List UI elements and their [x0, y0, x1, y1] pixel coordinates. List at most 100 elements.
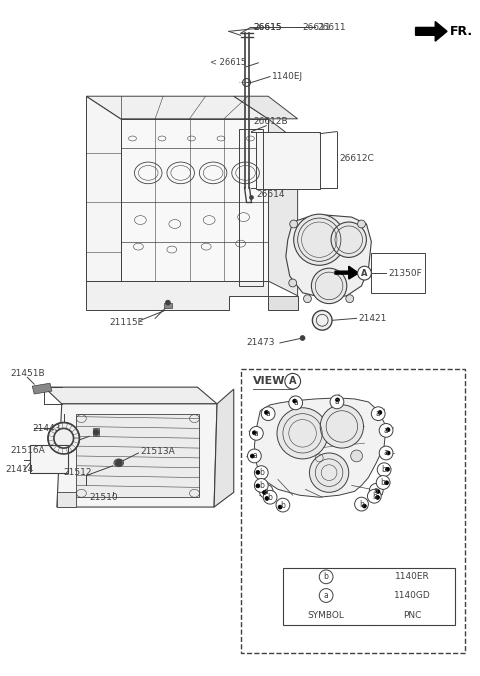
Polygon shape — [416, 22, 447, 41]
Text: a: a — [264, 487, 268, 496]
Circle shape — [248, 449, 261, 463]
Bar — [283, 568, 455, 625]
Circle shape — [330, 395, 344, 409]
Text: 21421: 21421 — [359, 314, 387, 323]
Ellipse shape — [114, 459, 124, 466]
Polygon shape — [32, 383, 52, 394]
Circle shape — [289, 396, 302, 410]
Text: A: A — [361, 268, 368, 278]
Circle shape — [264, 410, 268, 414]
Polygon shape — [268, 295, 298, 310]
Circle shape — [331, 222, 366, 258]
Circle shape — [377, 463, 391, 477]
Text: A: A — [289, 377, 297, 386]
Text: 1140ER: 1140ER — [395, 573, 430, 581]
Circle shape — [252, 431, 256, 435]
Circle shape — [254, 466, 268, 479]
Polygon shape — [57, 404, 217, 507]
Circle shape — [358, 220, 365, 228]
Circle shape — [355, 498, 368, 511]
Text: b: b — [268, 493, 273, 502]
Polygon shape — [76, 414, 199, 498]
Circle shape — [289, 279, 297, 287]
Bar — [240, 370, 465, 652]
Circle shape — [263, 491, 266, 494]
Text: a: a — [293, 398, 298, 408]
Circle shape — [115, 460, 122, 466]
Bar — [93, 429, 99, 436]
Circle shape — [386, 428, 390, 432]
Polygon shape — [335, 266, 359, 279]
Text: PNC: PNC — [403, 610, 422, 620]
Bar — [30, 445, 68, 473]
Circle shape — [276, 498, 290, 512]
Circle shape — [254, 479, 268, 492]
Bar — [164, 303, 172, 308]
Circle shape — [336, 398, 339, 402]
Text: 26614: 26614 — [256, 190, 285, 199]
Circle shape — [278, 505, 282, 509]
Circle shape — [261, 407, 275, 420]
Circle shape — [378, 410, 382, 414]
Circle shape — [251, 454, 254, 458]
Circle shape — [384, 481, 388, 485]
Text: 26615: 26615 — [253, 23, 282, 32]
Text: 21510: 21510 — [89, 493, 118, 502]
Text: b: b — [280, 501, 285, 510]
Polygon shape — [86, 281, 268, 310]
Text: a: a — [384, 448, 388, 458]
Polygon shape — [254, 398, 386, 498]
Circle shape — [320, 405, 363, 448]
Circle shape — [346, 295, 354, 303]
Circle shape — [293, 399, 297, 403]
Polygon shape — [44, 387, 217, 404]
Text: a: a — [254, 429, 259, 438]
Circle shape — [376, 476, 390, 489]
Text: < 26615: < 26615 — [210, 58, 247, 68]
Text: 26611: 26611 — [302, 23, 331, 32]
Text: a: a — [335, 397, 339, 406]
Circle shape — [376, 489, 380, 493]
Circle shape — [250, 195, 253, 199]
Text: a: a — [376, 409, 381, 418]
Text: 26611: 26611 — [317, 23, 346, 32]
Polygon shape — [86, 96, 121, 281]
Circle shape — [379, 446, 393, 460]
Polygon shape — [268, 119, 298, 295]
Circle shape — [312, 310, 332, 330]
Text: a: a — [324, 591, 328, 600]
Circle shape — [351, 450, 362, 462]
Text: 26615: 26615 — [253, 23, 282, 32]
Text: b: b — [259, 481, 264, 490]
Text: 26612C: 26612C — [339, 153, 373, 163]
Text: SYMBOL: SYMBOL — [308, 610, 345, 620]
Circle shape — [250, 427, 263, 440]
Circle shape — [93, 429, 99, 435]
Circle shape — [375, 496, 380, 500]
Text: 21512: 21512 — [64, 468, 92, 477]
Circle shape — [319, 570, 333, 583]
Text: 21451B: 21451B — [11, 369, 45, 378]
Bar — [256, 132, 320, 189]
Bar — [372, 254, 425, 293]
Circle shape — [303, 295, 312, 303]
Circle shape — [379, 423, 393, 437]
Text: VIEW: VIEW — [253, 377, 286, 386]
Text: b: b — [381, 478, 385, 487]
Circle shape — [362, 504, 366, 508]
Text: b: b — [324, 573, 329, 581]
Circle shape — [265, 496, 269, 500]
Circle shape — [385, 467, 389, 471]
Text: 21350F: 21350F — [388, 268, 422, 278]
Circle shape — [263, 490, 277, 504]
Text: 21443: 21443 — [32, 424, 60, 433]
Text: 1140EJ: 1140EJ — [272, 72, 303, 81]
Circle shape — [319, 589, 333, 602]
Polygon shape — [121, 119, 268, 281]
Text: b: b — [382, 465, 386, 474]
Circle shape — [362, 269, 371, 277]
Text: 21115E: 21115E — [109, 318, 143, 327]
Circle shape — [386, 451, 390, 455]
Polygon shape — [286, 215, 372, 299]
Circle shape — [259, 485, 273, 498]
